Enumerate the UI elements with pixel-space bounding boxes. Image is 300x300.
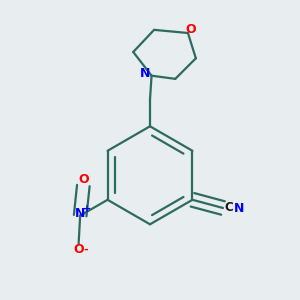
Text: N: N — [140, 67, 150, 80]
Text: N: N — [234, 202, 245, 215]
Text: C: C — [224, 201, 233, 214]
Text: O: O — [73, 243, 84, 256]
Text: N: N — [75, 207, 86, 220]
Text: -: - — [83, 245, 88, 255]
Text: O: O — [78, 173, 88, 186]
Text: +: + — [83, 204, 91, 214]
Text: O: O — [186, 23, 196, 36]
